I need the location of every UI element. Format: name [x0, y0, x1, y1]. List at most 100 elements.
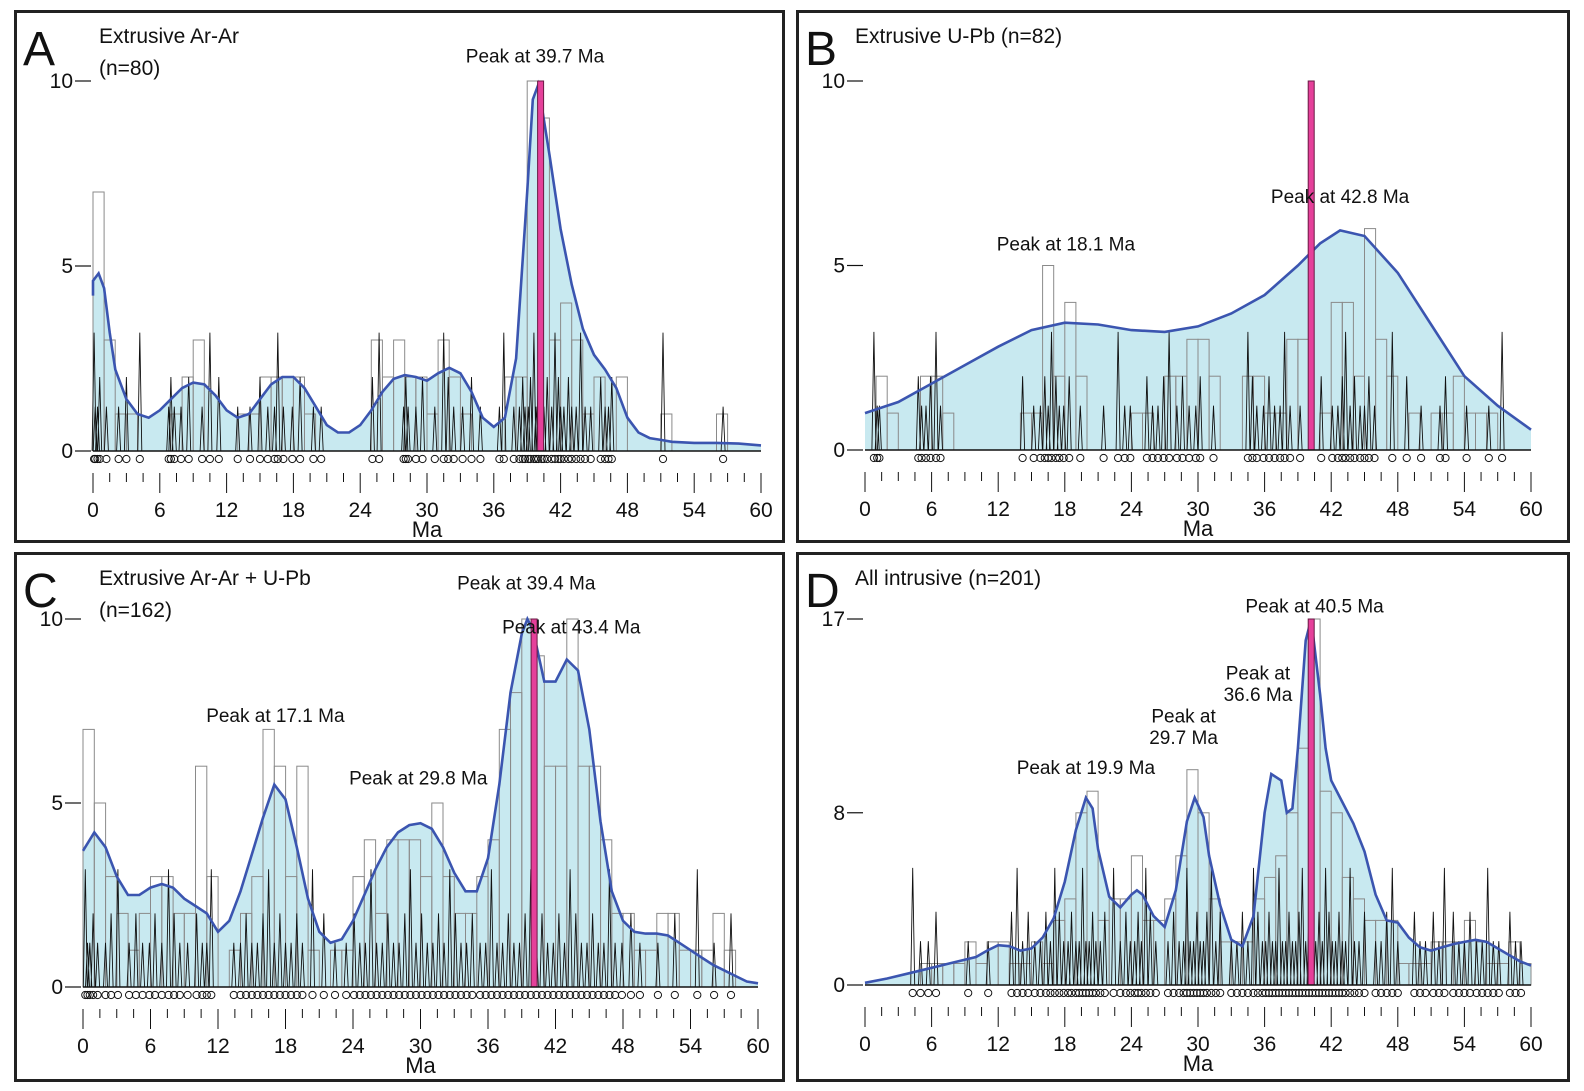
sample-marker	[1287, 454, 1294, 461]
peak-label: Peak at 39.4 Ma	[457, 574, 596, 595]
sample-marker	[932, 989, 939, 996]
sample-marker	[985, 989, 992, 996]
x-tick-label: 12	[206, 1035, 229, 1058]
sample-marker	[177, 455, 184, 462]
sample-marker	[925, 989, 932, 996]
x-tick-label: 48	[1386, 498, 1409, 521]
sample-marker	[115, 455, 122, 462]
sample-marker	[659, 455, 666, 462]
sample-marker	[376, 455, 383, 462]
peak-label: Peak at 42.8 Ma	[1271, 187, 1410, 208]
chart-c: C Extrusive Ar-Ar + U-Pb(n=162)05100 6 12 18…	[17, 555, 782, 1079]
x-axis-title: Ma	[1183, 1051, 1214, 1076]
x-tick-label: 42	[549, 499, 572, 522]
peak-line	[531, 619, 537, 987]
sample-marker	[310, 455, 317, 462]
x-tick-label: 24	[341, 1035, 365, 1058]
x-tick-label: 60	[749, 499, 772, 522]
chart-title: Extrusive U-Pb (n=82)	[855, 25, 1062, 48]
x-tick-label: 36	[1253, 1033, 1276, 1056]
x-tick-label: 48	[616, 499, 639, 522]
sample-marker	[671, 991, 678, 998]
peak-label: 36.6 Ma	[1224, 685, 1293, 706]
sample-marker	[1318, 454, 1325, 461]
x-tick-label: 18	[282, 499, 305, 522]
x-tick-label: 18	[1053, 1033, 1076, 1056]
y-tick-label: 10	[40, 608, 63, 631]
peak-label: 29.7 Ma	[1149, 728, 1218, 749]
y-tick-label: 5	[51, 792, 63, 815]
panel-a: A Extrusive Ar-Ar (n=80) 0 5 10 0 6 12 18 24 30 36 42…	[14, 10, 785, 543]
sample-marker	[720, 455, 727, 462]
x-tick-label: 42	[544, 1035, 567, 1058]
sample-marker	[297, 455, 304, 462]
x-tick-label: 60	[1519, 1033, 1542, 1056]
sample-marker	[318, 455, 325, 462]
chart-subtitle: (n=80)	[99, 57, 160, 80]
sample-marker	[206, 455, 213, 462]
sample-marker	[1127, 454, 1134, 461]
sample-marker	[234, 455, 241, 462]
sample-marker	[1499, 454, 1506, 461]
y-tick-label: 17	[822, 608, 845, 631]
panel-b: B Extrusive U-Pb (n=82) 0 5 10 0 6 12 18 24 30 36 42…	[796, 10, 1570, 543]
sample-marker	[917, 989, 924, 996]
sample-marker	[627, 991, 634, 998]
sample-marker	[1297, 454, 1304, 461]
sample-marker	[1077, 454, 1084, 461]
x-tick-label: 24	[1120, 498, 1144, 521]
peak-label: Peak at 40.5 Ma	[1245, 597, 1384, 618]
sample-marker	[1197, 454, 1204, 461]
sample-marker	[1442, 454, 1449, 461]
x-axis-title: Ma	[405, 1053, 436, 1078]
x-tick-label: 36	[476, 1035, 499, 1058]
chart-title: All intrusive (n=201)	[855, 567, 1041, 590]
x-tick-label: 18	[274, 1035, 297, 1058]
y-tick-label: 10	[822, 70, 845, 93]
sample-marker	[1101, 989, 1108, 996]
sample-marker	[727, 991, 734, 998]
sample-marker	[1253, 454, 1260, 461]
sample-marker	[108, 991, 115, 998]
x-tick-label: 36	[482, 499, 505, 522]
x-tick-label: 54	[683, 499, 707, 522]
sample-marker	[1371, 454, 1378, 461]
sample-marker	[1019, 454, 1026, 461]
panel-d: D All intrusive (n=201) 0 8 17 0 6 12 18 24 30 36 42…	[796, 552, 1570, 1082]
sample-marker	[1463, 454, 1470, 461]
x-tick-label: 54	[1453, 1033, 1477, 1056]
sample-marker	[280, 455, 287, 462]
x-tick-label: 48	[611, 1035, 634, 1058]
sample-marker	[185, 455, 192, 462]
x-tick-label: 42	[1320, 498, 1343, 521]
sample-marker	[694, 991, 701, 998]
sample-marker	[126, 991, 133, 998]
y-tick-label: 5	[61, 255, 73, 278]
sample-marker	[103, 455, 110, 462]
sample-marker	[1166, 454, 1173, 461]
sample-marker	[1418, 454, 1425, 461]
x-tick-label: 24	[349, 499, 373, 522]
x-tick-label: 6	[154, 499, 166, 522]
sample-marker	[1495, 989, 1502, 996]
sample-marker	[1422, 989, 1429, 996]
y-tick-label: 0	[833, 974, 845, 997]
sample-marker	[343, 991, 350, 998]
chart-title: Extrusive Ar-Ar	[99, 25, 239, 48]
x-tick-label: 12	[987, 1033, 1010, 1056]
sample-marker	[468, 455, 475, 462]
sample-marker	[1441, 989, 1448, 996]
sample-marker	[636, 991, 643, 998]
sample-marker	[1217, 989, 1224, 996]
x-tick-label: 0	[77, 1035, 89, 1058]
sample-marker	[289, 455, 296, 462]
sample-marker	[114, 991, 121, 998]
sample-marker	[264, 455, 271, 462]
y-tick-label: 8	[833, 802, 845, 825]
x-tick-label: 36	[1253, 498, 1276, 521]
sample-marker	[1389, 454, 1396, 461]
sample-marker	[450, 455, 457, 462]
sample-marker	[331, 991, 338, 998]
sample-marker	[1517, 989, 1524, 996]
chart-title: Extrusive Ar-Ar + U-Pb	[99, 567, 311, 590]
